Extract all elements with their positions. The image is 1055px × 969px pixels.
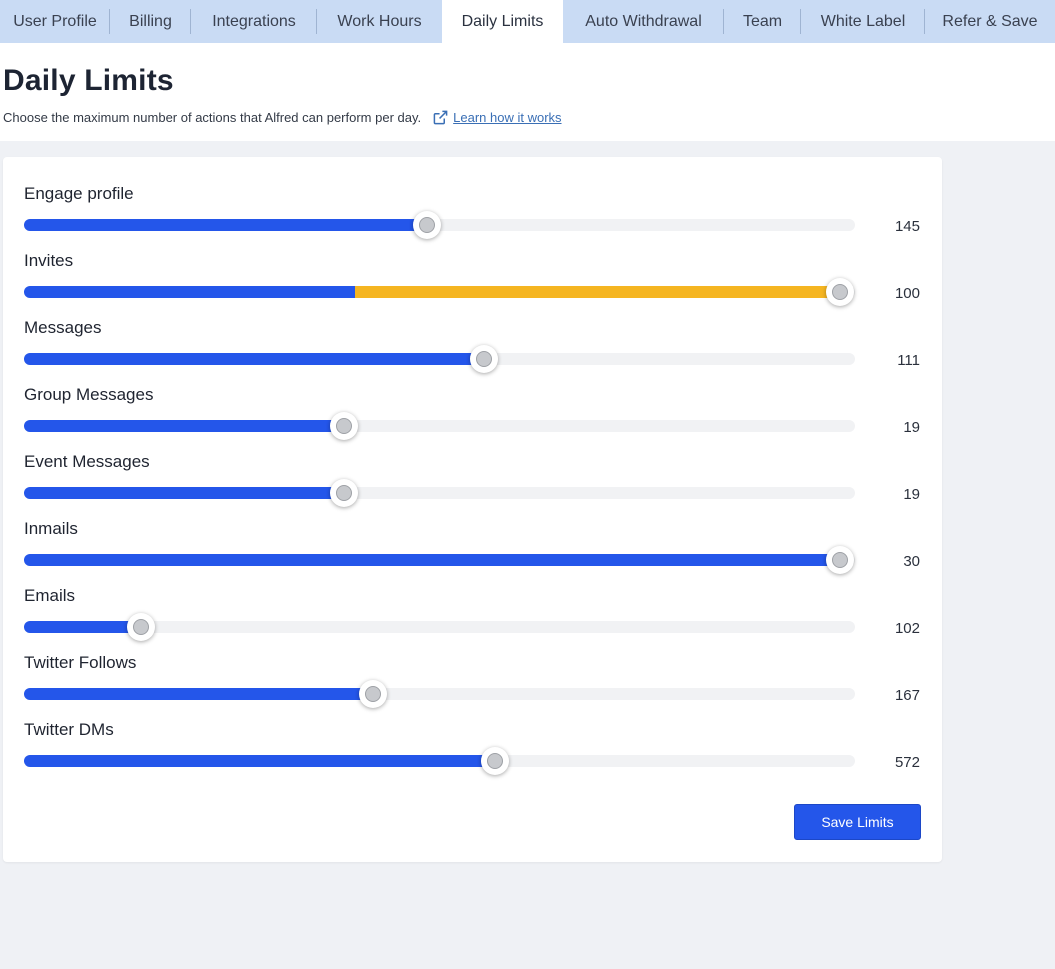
limit-row-inmails: Inmails 30 xyxy=(3,519,942,586)
tab-daily-limits[interactable]: Daily Limits xyxy=(442,0,563,43)
slider-track xyxy=(24,286,855,298)
limit-value: 100 xyxy=(894,285,920,302)
limit-row-group-messages: Group Messages 19 xyxy=(3,385,942,452)
limit-row-twitter-follows: Twitter Follows 167 xyxy=(3,653,942,720)
slider-handle[interactable] xyxy=(469,345,498,373)
limit-label: Twitter Follows xyxy=(24,653,137,672)
slider-fill xyxy=(24,554,841,566)
slider-fill xyxy=(24,353,484,365)
limit-label: Messages xyxy=(24,318,102,337)
tab-integrations[interactable]: Integrations xyxy=(191,0,317,43)
invites-slider[interactable] xyxy=(24,278,855,306)
slider-handle[interactable] xyxy=(481,747,510,775)
tab-label: Daily Limits xyxy=(461,12,544,30)
slider-handle[interactable] xyxy=(127,613,156,641)
slider-track xyxy=(24,755,855,767)
slider-track xyxy=(24,688,855,700)
tab-label: Work Hours xyxy=(337,12,422,30)
tab-user-profile[interactable]: User Profile xyxy=(0,0,110,43)
limit-label: Invites xyxy=(24,251,74,270)
tab-auto-withdrawal[interactable]: Auto Withdrawal xyxy=(563,0,724,43)
tab-label: Refer & Save xyxy=(942,12,1038,30)
limit-value: 102 xyxy=(894,620,920,637)
limit-value: 145 xyxy=(894,218,920,235)
limit-value: 167 xyxy=(894,687,920,704)
slider-fill xyxy=(24,621,142,633)
event-messages-slider[interactable] xyxy=(24,479,855,507)
twitter-follows-slider[interactable] xyxy=(24,680,855,708)
limit-row-twitter-dms: Twitter DMs 572 xyxy=(3,720,942,787)
limit-value: 572 xyxy=(894,754,920,771)
slider-handle[interactable] xyxy=(826,546,855,574)
page-subtitle: Choose the maximum number of actions tha… xyxy=(3,110,562,125)
limit-value: 19 xyxy=(903,419,920,436)
limit-row-invites: Invites 100 xyxy=(3,251,942,318)
tab-label: Team xyxy=(742,12,783,30)
twitter-dms-slider[interactable] xyxy=(24,747,855,775)
tab-team[interactable]: Team xyxy=(724,0,801,43)
page-header: Daily Limits Choose the maximum number o… xyxy=(0,43,1055,141)
slider-fill xyxy=(24,487,344,499)
slider-handle[interactable] xyxy=(359,680,388,708)
slider-track xyxy=(24,420,855,432)
external-link-icon xyxy=(433,110,448,125)
subtitle-text: Choose the maximum number of actions tha… xyxy=(3,110,422,125)
limit-label: Inmails xyxy=(24,519,78,538)
limit-row-messages: Messages 111 xyxy=(3,318,942,385)
page-title: Daily Limits xyxy=(3,64,174,97)
limit-label: Group Messages xyxy=(24,385,154,404)
tab-white-label[interactable]: White Label xyxy=(801,0,925,43)
slider-fill xyxy=(24,688,374,700)
slider-over-limit-fill xyxy=(354,286,841,298)
tab-refer-and-save[interactable]: Refer & Save xyxy=(925,0,1055,43)
slider-track xyxy=(24,554,855,566)
limit-value: 30 xyxy=(903,553,920,570)
tab-billing[interactable]: Billing xyxy=(110,0,191,43)
slider-fill xyxy=(24,219,428,231)
slider-track xyxy=(24,621,855,633)
tab-label: Auto Withdrawal xyxy=(585,12,702,30)
limit-value: 19 xyxy=(903,486,920,503)
tab-label: User Profile xyxy=(13,12,97,30)
limit-row-engage-profile: Engage profile 145 xyxy=(3,184,942,251)
slider-handle[interactable] xyxy=(826,278,855,306)
limit-label: Emails xyxy=(24,586,76,605)
inmails-slider[interactable] xyxy=(24,546,855,574)
save-limits-button[interactable]: Save Limits xyxy=(794,804,921,840)
slider-handle[interactable] xyxy=(329,412,358,440)
limit-label: Engage profile xyxy=(24,184,134,203)
slider-fill xyxy=(24,286,355,298)
slider-handle[interactable] xyxy=(329,479,358,507)
group-messages-slider[interactable] xyxy=(24,412,855,440)
slider-fill xyxy=(24,755,496,767)
limit-row-emails: Emails 102 xyxy=(3,586,942,653)
limit-value: 111 xyxy=(897,352,920,369)
limit-row-event-messages: Event Messages 19 xyxy=(3,452,942,519)
daily-limits-card: Engage profile 145 Invites 100 Messages … xyxy=(3,157,942,862)
learn-how-it-works-link[interactable]: Learn how it works xyxy=(433,110,562,125)
tab-label: Billing xyxy=(129,12,172,30)
messages-slider[interactable] xyxy=(24,345,855,373)
slider-fill xyxy=(24,420,344,432)
tab-label: White Label xyxy=(820,12,906,30)
tab-work-hours[interactable]: Work Hours xyxy=(317,0,442,43)
slider-track xyxy=(24,353,855,365)
engage-profile-slider[interactable] xyxy=(24,211,855,239)
slider-track xyxy=(24,487,855,499)
learn-link-label: Learn how it works xyxy=(453,110,562,125)
limit-label: Twitter DMs xyxy=(24,720,114,739)
limit-label: Event Messages xyxy=(24,452,150,471)
settings-tabs: User Profile Billing Integrations Work H… xyxy=(0,0,1055,43)
tab-label: Integrations xyxy=(212,12,296,30)
slider-handle[interactable] xyxy=(413,211,442,239)
emails-slider[interactable] xyxy=(24,613,855,641)
